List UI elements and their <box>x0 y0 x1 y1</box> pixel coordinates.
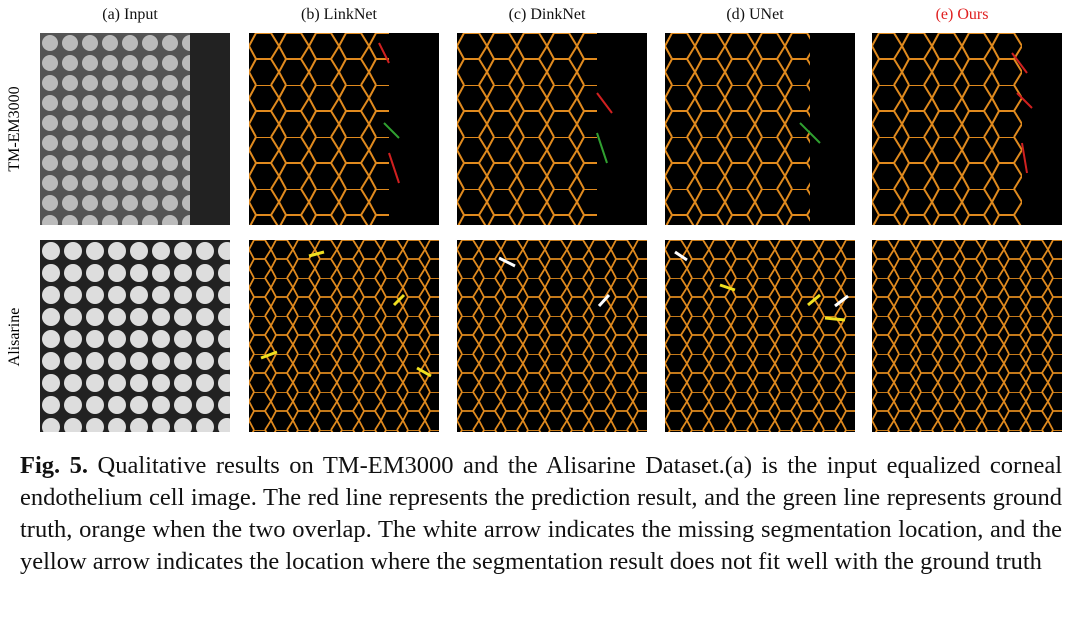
result-image <box>872 33 1062 225</box>
result-image <box>457 240 647 432</box>
result-image <box>665 33 855 225</box>
column-header: (d) UNet <box>726 6 784 23</box>
result-image <box>249 240 439 432</box>
column-header: (c) DinkNet <box>508 6 586 23</box>
caption-text: Qualitative results on TM-EM3000 and the… <box>20 452 1062 575</box>
row-label: Alisarine <box>6 307 23 367</box>
result-image <box>249 33 439 225</box>
column-header: (e) Ours <box>935 6 989 23</box>
result-image <box>665 240 855 432</box>
column-header: (a) Input <box>102 6 158 23</box>
result-image <box>457 33 647 225</box>
input-image <box>40 240 230 432</box>
row-label: TM-EM3000 <box>6 86 23 172</box>
column-header: (b) LinkNet <box>301 6 377 23</box>
result-image <box>872 240 1062 432</box>
input-image <box>40 33 230 225</box>
caption: Fig. 5. Qualitative results on TM-EM3000… <box>20 450 1062 578</box>
caption-label: Fig. 5. <box>20 452 89 479</box>
